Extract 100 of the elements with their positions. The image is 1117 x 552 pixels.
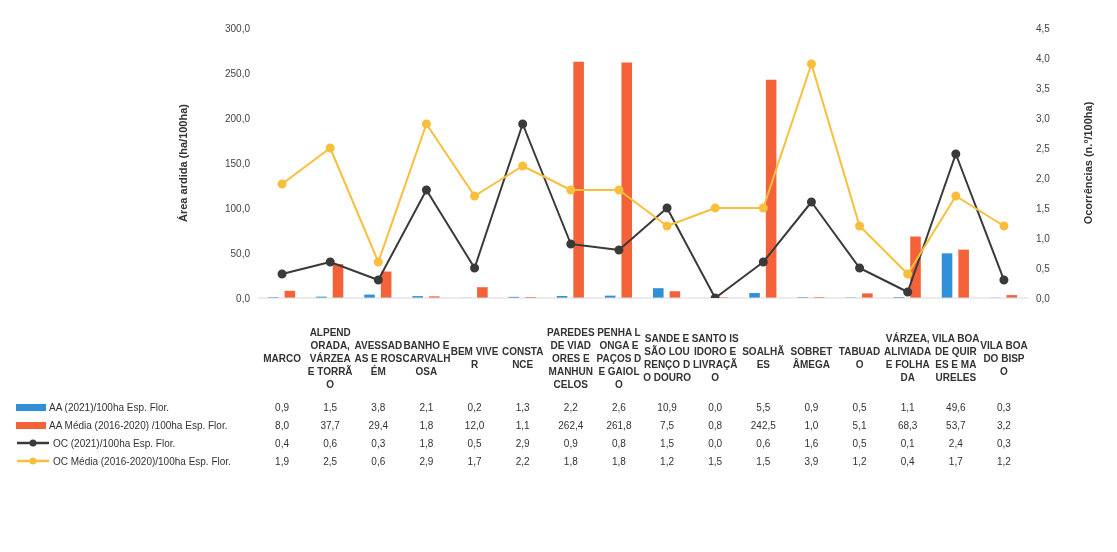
y-tick-label: 50,0 [230, 247, 251, 259]
data-label: 37,7 [319, 419, 341, 431]
x-tick-label: PAREDES DE VIADORES E MANHUNCELOS [547, 326, 595, 390]
data-label: 0,5 [851, 437, 868, 449]
y-tick-label: 250,0 [224, 67, 251, 79]
data-label: 12,0 [463, 419, 486, 431]
y-tick-label: 300,0 [224, 22, 251, 34]
data-label: 1,2 [851, 455, 868, 467]
y2-tick-label: 3,0 [1036, 112, 1051, 124]
data-label: 1,6 [803, 437, 820, 449]
data-label: 0,3 [996, 437, 1012, 449]
x-tick-label: SANTO ISIDORO E LIVRAÇÃO [691, 333, 739, 383]
data-label: 0,5 [851, 401, 868, 413]
data-label: 0,3 [370, 437, 387, 449]
x-tick-label: AVESSADAS E ROSÉM [354, 339, 403, 377]
data-label: 1,0 [803, 419, 820, 431]
data-label: 5,5 [755, 401, 772, 413]
data-label: 0,9 [803, 401, 820, 413]
x-tick-label: CONSTANCE [501, 346, 544, 370]
data-label: 0,1 [899, 437, 916, 449]
y2-tick-label: 2,5 [1036, 142, 1051, 154]
data-label: 0,5 [466, 437, 483, 449]
x-tick-label: PENHA LONGA E PAÇOS DE GAIOLO [596, 326, 642, 390]
data-label: 261,8 [605, 419, 633, 431]
y-tick-label: 100,0 [224, 202, 251, 214]
data-label: 1,8 [611, 455, 627, 467]
data-label: 2,9 [418, 455, 435, 467]
data-label: 0,0 [707, 437, 724, 449]
data-label: 2,1 [418, 401, 435, 413]
data-label: 3,9 [803, 455, 820, 467]
data-label: 1,2 [659, 455, 675, 467]
data-label: 3,8 [370, 401, 387, 413]
data-label: 1,5 [707, 455, 724, 467]
y2-tick-label: 0,5 [1036, 262, 1051, 274]
x-tick-label: MARCO [263, 352, 301, 364]
data-label: 10,9 [656, 401, 678, 413]
x-tick-label: BEM VIVER [450, 346, 499, 370]
y2-axis-title: Ocorrências (n.º/100ha) [1081, 101, 1094, 225]
data-label: 262,4 [557, 419, 585, 431]
data-label: 1,8 [418, 437, 435, 449]
data-label: 29,4 [367, 419, 390, 431]
x-tick-label: SANDE E SÃO LOURENÇO DO DOURO [643, 333, 691, 383]
data-label: 8,0 [274, 419, 290, 431]
y-tick-label: 150,0 [224, 157, 251, 169]
data-label: 2,4 [947, 437, 964, 449]
data-label: 242,5 [749, 419, 777, 431]
x-tick-label: BANHO E CARVALHOSA [402, 339, 451, 377]
data-label: 0,9 [274, 401, 290, 413]
legend-label: AA (2021)/100ha Esp. Flor. [48, 401, 171, 413]
data-label: 0,6 [322, 437, 339, 449]
data-label: 0,8 [707, 419, 724, 431]
y2-tick-label: 1,0 [1036, 232, 1051, 244]
legend-label: OC Média (2016-2020)/100ha Esp. Flor. [52, 455, 232, 467]
data-label: 0,0 [707, 401, 724, 413]
data-label: 2,2 [514, 455, 531, 467]
data-label: 49,6 [945, 401, 967, 413]
data-label: 1,1 [899, 401, 916, 413]
data-label: 1,7 [947, 455, 964, 467]
data-label: 1,5 [755, 455, 772, 467]
data-label: 2,9 [514, 437, 531, 449]
data-label: 0,2 [466, 401, 483, 413]
data-label: 0,4 [899, 455, 916, 467]
data-label: 0,6 [370, 455, 387, 467]
data-label: 7,5 [659, 419, 675, 431]
data-label: 1,1 [514, 419, 531, 431]
y2-tick-label: 2,0 [1036, 172, 1051, 184]
data-label: 1,9 [274, 455, 290, 467]
data-label: 2,2 [562, 401, 579, 413]
data-label: 0,4 [274, 437, 290, 449]
data-label: 3,2 [996, 419, 1012, 431]
x-tick-label: VILA BOA DO BISPO [980, 339, 1028, 377]
y2-tick-label: 0,0 [1036, 292, 1051, 304]
data-label: 0,9 [562, 437, 579, 449]
data-label: 1,2 [996, 455, 1012, 467]
legend-label: OC (2021)/100ha Esp. Flor. [52, 437, 177, 449]
legend-label: AA Média (2016-2020) /100ha Esp. Flor. [48, 419, 229, 431]
data-label: 1,8 [562, 455, 579, 467]
data-label: 0,8 [611, 437, 627, 449]
y-tick-label: 0,0 [236, 292, 251, 304]
data-label: 1,7 [466, 455, 483, 467]
x-tick-label: TABUADO [838, 346, 881, 370]
x-tick-label: VÁRZEA, ALIVIADA E FOLHADA [884, 333, 932, 383]
data-label: 2,5 [322, 455, 339, 467]
x-tick-label: SOALHÃES [742, 346, 785, 370]
y2-tick-label: 4,0 [1036, 52, 1051, 64]
data-label: 1,5 [322, 401, 339, 413]
data-label: 1,8 [418, 419, 435, 431]
y2-tick-label: 3,5 [1036, 82, 1051, 94]
data-label: 1,3 [514, 401, 531, 413]
y2-tick-label: 1,5 [1036, 202, 1051, 214]
y-axis-title: Área ardida (ha/100ha) [176, 103, 189, 222]
data-label: 0,3 [996, 401, 1012, 413]
data-label: 1,5 [659, 437, 675, 449]
data-label: 68,3 [896, 419, 919, 431]
x-tick-label: ALPENDORADA, VÁRZEA E TORRÃO [307, 326, 353, 390]
x-tick-label: VILA BOA DE QUIRES E MAURELES [932, 333, 980, 383]
data-label: 53,7 [945, 419, 967, 431]
data-label: 0,6 [755, 437, 772, 449]
y2-tick-label: 4,5 [1036, 22, 1051, 34]
data-label: 5,1 [851, 419, 868, 431]
